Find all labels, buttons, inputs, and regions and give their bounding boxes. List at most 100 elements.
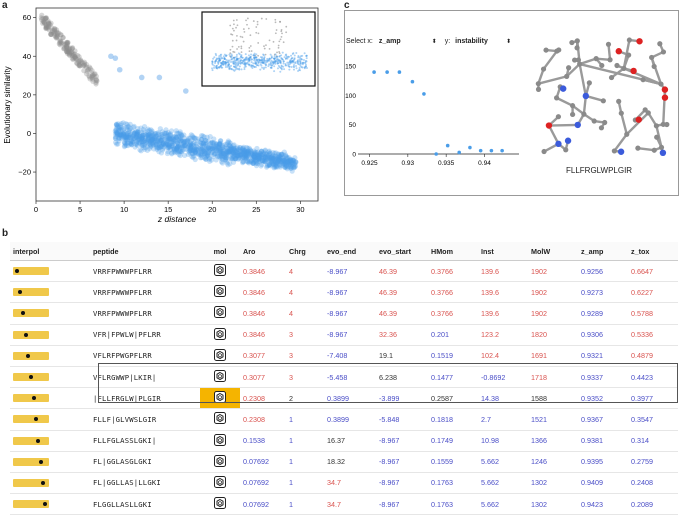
atom (599, 125, 604, 130)
c-data-point[interactable] (500, 149, 504, 153)
column-header-Aro[interactable]: Aro (240, 242, 286, 261)
Chrg-cell: 4 (286, 282, 324, 303)
molecule-icon[interactable] (214, 349, 226, 361)
molecule-icon[interactable] (214, 370, 226, 382)
molecule-icon[interactable] (214, 412, 226, 424)
inset-point (291, 66, 293, 68)
column-header-evo_start[interactable]: evo_start (376, 242, 428, 261)
molecule-icon[interactable] (214, 306, 226, 318)
c-data-point[interactable] (385, 70, 389, 74)
c-data-point[interactable] (468, 146, 472, 150)
inset-point (278, 51, 280, 53)
inset-point (236, 54, 238, 56)
mol-cell[interactable] (200, 430, 240, 451)
mol-cell[interactable] (200, 409, 240, 430)
mol-cell[interactable] (200, 303, 240, 324)
inset-point (276, 51, 278, 53)
c-data-point[interactable] (490, 149, 494, 153)
inset-point (266, 58, 268, 60)
mol-cell[interactable] (200, 388, 240, 409)
inset-point (261, 67, 263, 69)
atom (574, 45, 579, 50)
atom (630, 68, 636, 74)
inset-point (298, 63, 300, 65)
column-header-z_amp[interactable]: z_amp (578, 242, 628, 261)
panel-label-b: b (2, 228, 8, 239)
inset-point (248, 47, 250, 49)
molecule-icon[interactable] (214, 391, 226, 403)
c-data-point[interactable] (411, 80, 415, 84)
mol-cell[interactable] (200, 472, 240, 493)
inset-point (238, 52, 240, 54)
inset-point (265, 18, 267, 20)
peptide-cell: FLLFGLASSLGKI| (90, 430, 200, 451)
mol-cell[interactable] (200, 324, 240, 345)
c-data-point[interactable] (457, 151, 461, 155)
mol-cell[interactable] (200, 282, 240, 303)
generated-point (160, 132, 165, 137)
inset-point (282, 52, 284, 54)
mol-cell[interactable] (200, 451, 240, 472)
y-tick-label: 60 (23, 13, 31, 22)
column-header-interpol[interactable]: interpol (10, 242, 90, 261)
molecule-icon[interactable] (214, 497, 226, 509)
Chrg-cell: 1 (286, 494, 324, 515)
molecule-icon[interactable] (214, 264, 226, 276)
c-data-point[interactable] (422, 92, 426, 96)
inset-point (253, 20, 255, 22)
c-data-point[interactable] (434, 152, 438, 156)
natural-point (82, 60, 87, 65)
atom (602, 120, 607, 125)
c-data-point[interactable] (398, 70, 402, 74)
column-header-mol[interactable]: mol (200, 242, 240, 261)
inset-point (221, 58, 223, 60)
column-header-MolW[interactable]: MolW (528, 242, 578, 261)
mol-cell[interactable] (200, 345, 240, 366)
molecule-icon[interactable] (214, 476, 226, 488)
column-header-Inst[interactable]: Inst (478, 242, 528, 261)
Chrg-cell: 1 (286, 451, 324, 472)
molecule-icon[interactable] (214, 455, 226, 467)
mol-cell[interactable] (200, 261, 240, 282)
column-header-HMom[interactable]: HMom (428, 242, 478, 261)
molecule-icon[interactable] (214, 434, 226, 446)
Chrg-cell: 1 (286, 409, 324, 430)
inset-point (266, 61, 268, 63)
column-header-evo_end[interactable]: evo_end (324, 242, 376, 261)
molecule-icon[interactable] (214, 328, 226, 340)
column-header-z_tox[interactable]: z_tox (628, 242, 678, 261)
mol-cell[interactable] (200, 494, 240, 515)
atom (606, 42, 611, 47)
inset-point (241, 51, 243, 53)
Inst-cell: 14.38 (478, 388, 528, 409)
x-select[interactable]: z_amp ⬍ (379, 38, 437, 45)
y-select-caret-icon: ⬍ (506, 38, 511, 45)
inset-point (294, 61, 296, 63)
column-header-peptide[interactable]: peptide (90, 242, 200, 261)
c-data-point[interactable] (372, 70, 376, 74)
c-data-point[interactable] (479, 149, 483, 153)
mol-cell[interactable] (200, 366, 240, 387)
c-data-point[interactable] (446, 144, 450, 148)
generated-point (204, 135, 209, 140)
y-select[interactable]: instability ⬍ (455, 38, 511, 45)
column-header-Chrg[interactable]: Chrg (286, 242, 324, 261)
atom (570, 112, 575, 117)
molecule-icon[interactable] (214, 285, 226, 297)
inset-point (240, 47, 242, 49)
inset-point (211, 60, 213, 62)
MolW-cell: 1718 (528, 366, 578, 387)
inset-point (232, 40, 234, 42)
